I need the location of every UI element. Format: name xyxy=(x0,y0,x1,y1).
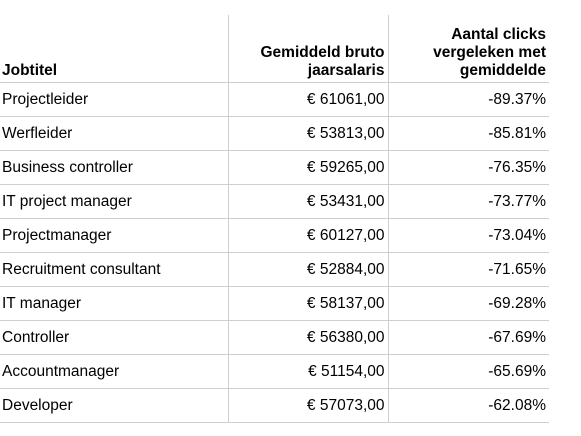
table-row: Accountmanager € 51154,00 -65.69% xyxy=(0,354,549,389)
salary-table: Jobtitel Gemiddeld bruto jaarsalaris Aan… xyxy=(0,15,549,423)
cell-job-title: Projectleider xyxy=(0,82,229,117)
cell-clicks: -85.81% xyxy=(387,116,549,151)
cell-salary: € 53431,00 xyxy=(227,184,389,219)
cell-job-title: Recruitment consultant xyxy=(0,252,229,287)
cell-clicks: -69.28% xyxy=(387,286,549,321)
table-row: IT manager € 58137,00 -69.28% xyxy=(0,286,549,321)
cell-job-title: Accountmanager xyxy=(0,354,229,389)
table-row: Werfleider € 53813,00 -85.81% xyxy=(0,116,549,151)
cell-salary: € 53813,00 xyxy=(227,116,389,151)
table-row: Controller € 56380,00 -67.69% xyxy=(0,320,549,355)
table-row: IT project manager € 53431,00 -73.77% xyxy=(0,184,549,219)
cell-clicks: -71.65% xyxy=(387,252,549,287)
cell-clicks: -73.77% xyxy=(387,184,549,219)
table-row: Projectmanager € 60127,00 -73.04% xyxy=(0,218,549,253)
table-row: Projectleider € 61061,00 -89.37% xyxy=(0,82,549,117)
cell-job-title: Developer xyxy=(0,388,229,423)
header-clicks: Aantal clicks vergeleken met gemiddelde xyxy=(387,15,549,83)
header-job-title: Jobtitel xyxy=(0,15,229,83)
table-row: Developer € 57073,00 -62.08% xyxy=(0,388,549,423)
cell-salary: € 60127,00 xyxy=(227,218,389,253)
cell-salary: € 58137,00 xyxy=(227,286,389,321)
cell-salary: € 51154,00 xyxy=(227,354,389,389)
cell-clicks: -62.08% xyxy=(387,388,549,423)
cell-salary: € 61061,00 xyxy=(227,82,389,117)
table-row: Recruitment consultant € 52884,00 -71.65… xyxy=(0,252,549,287)
cell-salary: € 52884,00 xyxy=(227,252,389,287)
cell-salary: € 57073,00 xyxy=(227,388,389,423)
cell-salary: € 56380,00 xyxy=(227,320,389,355)
cell-salary: € 59265,00 xyxy=(227,150,389,185)
cell-job-title: Werfleider xyxy=(0,116,229,151)
cell-job-title: Projectmanager xyxy=(0,218,229,253)
cell-clicks: -73.04% xyxy=(387,218,549,253)
cell-job-title: IT project manager xyxy=(0,184,229,219)
salary-table-container: Jobtitel Gemiddeld bruto jaarsalaris Aan… xyxy=(0,15,549,423)
cell-clicks: -89.37% xyxy=(387,82,549,117)
cell-clicks: -76.35% xyxy=(387,150,549,185)
cell-clicks: -65.69% xyxy=(387,354,549,389)
cell-job-title: Business controller xyxy=(0,150,229,185)
cell-job-title: Controller xyxy=(0,320,229,355)
header-salary: Gemiddeld bruto jaarsalaris xyxy=(227,15,389,83)
cell-job-title: IT manager xyxy=(0,286,229,321)
header-row: Jobtitel Gemiddeld bruto jaarsalaris Aan… xyxy=(0,15,549,83)
table-row: Business controller € 59265,00 -76.35% xyxy=(0,150,549,185)
cell-clicks: -67.69% xyxy=(387,320,549,355)
